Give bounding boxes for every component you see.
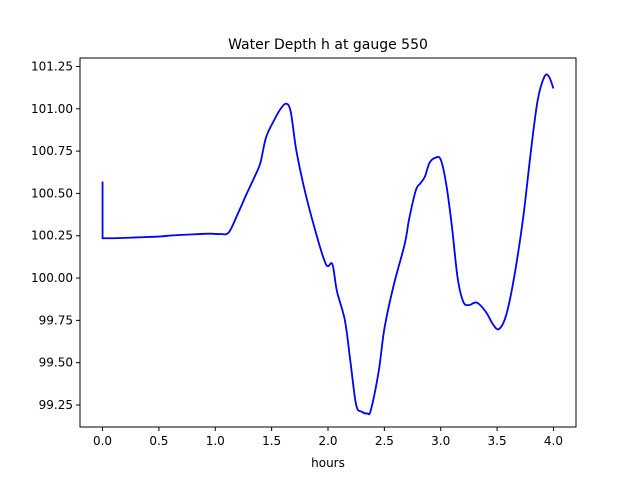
x-tick-label: 0.0 xyxy=(93,434,112,448)
y-tick-label: 100.50 xyxy=(31,186,73,200)
x-tick-label: 2.5 xyxy=(375,434,394,448)
y-tick-label: 99.25 xyxy=(39,398,73,412)
series-line xyxy=(101,73,555,416)
x-tick-label: 4.0 xyxy=(544,434,563,448)
x-tick-label: 1.0 xyxy=(206,434,225,448)
chart-title: Water Depth h at gauge 550 xyxy=(228,37,428,53)
y-tick-label: 100.75 xyxy=(31,144,73,158)
y-tick-label: 100.25 xyxy=(31,229,73,243)
x-axis: 0.0 0.5 1.0 1.5 2.0 2.5 3.0 3.5 4.0 xyxy=(93,427,563,448)
axes-frame xyxy=(79,57,577,428)
x-tick-label: 3.5 xyxy=(488,434,507,448)
x-tick-label: 3.0 xyxy=(431,434,450,448)
y-tick-label: 101.00 xyxy=(31,102,73,116)
y-tick-label: 101.25 xyxy=(31,59,73,73)
y-tick-label: 99.75 xyxy=(39,313,73,327)
x-tick-label: 2.0 xyxy=(318,434,337,448)
y-tick-label: 99.50 xyxy=(39,356,73,370)
x-tick-label: 0.5 xyxy=(149,434,168,448)
y-axis: 99.25 99.50 99.75 100.00 100.25 100.50 100.75 1… xyxy=(31,59,80,412)
y-tick-label: 100.00 xyxy=(31,271,73,285)
x-tick-label: 1.5 xyxy=(262,434,281,448)
x-axis-label: hours xyxy=(311,456,345,470)
plot-area xyxy=(101,73,555,416)
